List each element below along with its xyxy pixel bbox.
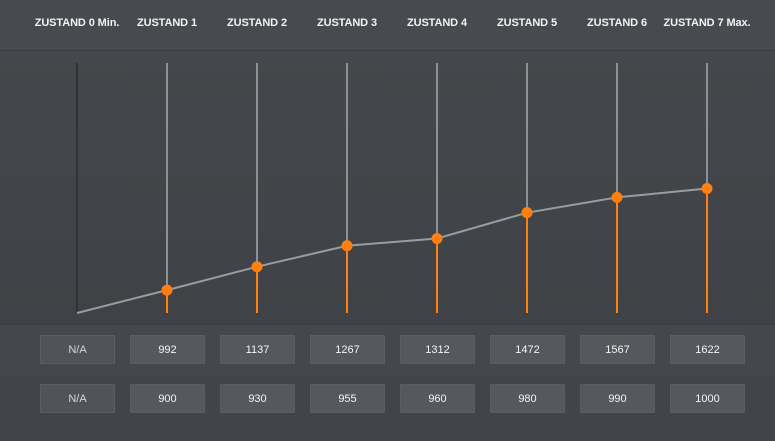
curve-point-6 [611,191,623,203]
value2-box-7[interactable]: 1000 [670,384,745,413]
value1-box-5[interactable]: 1472 [490,335,565,364]
curve-point-4 [431,232,443,244]
state-label-2: ZUSTAND 2 [226,17,287,29]
value2-box-3[interactable]: 955 [310,384,385,413]
state-label-1: ZUSTAND 1 [136,17,197,29]
value2-box-6[interactable]: 990 [580,384,655,413]
curve-point-2 [251,261,263,273]
value1-box-4[interactable]: 1312 [400,335,475,364]
curve-chart [0,51,775,324]
state-label-0: ZUSTAND 0 Min. [34,17,120,29]
curve-point-5 [521,207,533,219]
value1-box-3[interactable]: 1267 [310,335,385,364]
value2-box-1[interactable]: 900 [130,384,205,413]
state-header: ZUSTAND 0 Min. ZUSTAND 1 ZUSTAND 2 ZUSTA… [0,0,775,51]
value1-box-6[interactable]: 1567 [580,335,655,364]
value1-box-7[interactable]: 1622 [670,335,745,364]
values-row-2: N/A 900 930 955 960 980 990 1000 [0,375,775,441]
curve-point-7 [701,182,713,194]
state-label-3: ZUSTAND 3 [316,17,377,29]
curve-line [76,187,708,314]
curve-point-3 [341,240,353,252]
value1-box-2[interactable]: 1137 [220,335,295,364]
value2-box-2[interactable]: 930 [220,384,295,413]
values-row-1: N/A 992 1137 1267 1312 1472 1567 1622 [0,324,775,376]
value2-box-0[interactable]: N/A [40,384,115,413]
state-label-6: ZUSTAND 6 [586,17,647,29]
value2-box-4[interactable]: 960 [400,384,475,413]
curve-point-1 [161,284,173,296]
curve-chart-svg [76,63,713,314]
value2-box-5[interactable]: 980 [490,384,565,413]
state-label-7: ZUSTAND 7 Max. [663,17,751,29]
state-label-5: ZUSTAND 5 [496,17,557,29]
value1-box-1[interactable]: 992 [130,335,205,364]
value1-box-0[interactable]: N/A [40,335,115,364]
state-label-4: ZUSTAND 4 [406,17,467,29]
